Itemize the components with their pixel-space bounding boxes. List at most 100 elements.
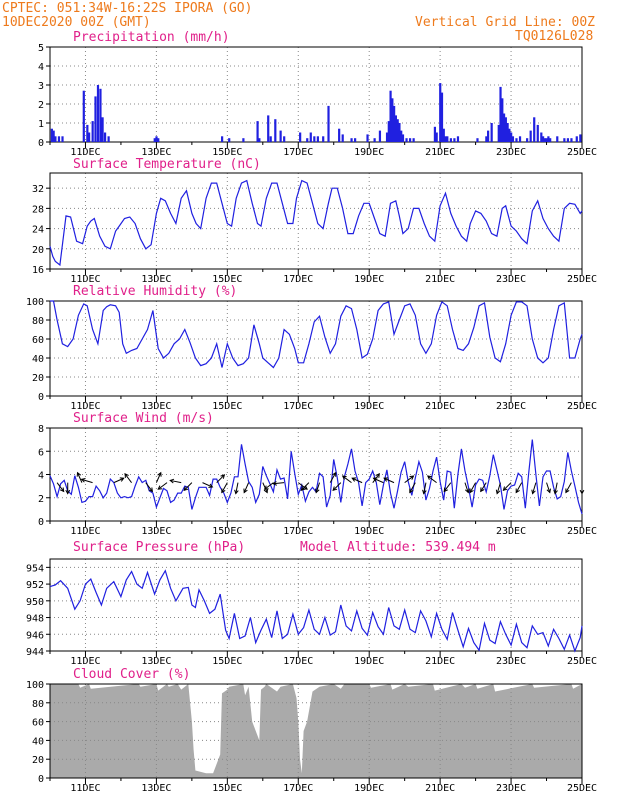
- precip-title: Precipitation (mm/h): [73, 30, 230, 45]
- cloud-xtick-label: 13DEC: [141, 783, 171, 794]
- pres-xtick-label: 11DEC: [70, 656, 100, 667]
- precip-bar: [579, 134, 582, 142]
- wind-arrow-shaft: [273, 482, 285, 485]
- wind-arrow-shaft: [56, 482, 65, 492]
- precip-bar: [82, 90, 85, 142]
- wind-arrow: [565, 482, 572, 494]
- rh-ytick-label: 100: [26, 297, 44, 308]
- precip-bar: [86, 124, 89, 142]
- precip-bar: [267, 115, 270, 142]
- precip-bar: [506, 123, 509, 142]
- wind-arrow-shaft: [496, 482, 501, 494]
- wind-arrow-shaft: [235, 482, 239, 494]
- wind-arrow-head: [341, 475, 347, 480]
- wind-xtick-label: 21DEC: [425, 526, 455, 537]
- wind-ytick-label: 4: [38, 471, 44, 482]
- precip-bar: [501, 98, 504, 142]
- precip-bar: [96, 85, 100, 142]
- temp-frame: [49, 172, 583, 270]
- precip-bar: [107, 136, 110, 142]
- precip-bar: [91, 121, 94, 142]
- precip-bar: [485, 136, 488, 142]
- precip-panel: [46, 46, 583, 148]
- wind-arrow-head: [495, 489, 501, 495]
- temp-ytick-label: 16: [32, 265, 44, 276]
- temp-xtick-label: 11DEC: [70, 274, 100, 285]
- wind-arrow-head: [315, 488, 320, 494]
- wind-arrow: [426, 475, 437, 484]
- precip-bar: [274, 119, 277, 142]
- wind-arrow-shaft: [81, 478, 93, 484]
- cloud-ytick-label: 100: [26, 680, 44, 691]
- cloud-cover-area: [50, 684, 582, 778]
- precip-bar: [283, 136, 286, 142]
- precip-bar: [94, 96, 97, 142]
- wind-arrow-shaft: [332, 482, 342, 491]
- precip-bar: [405, 138, 408, 142]
- precip-bar: [408, 138, 412, 142]
- wind-arrow-head: [546, 488, 551, 494]
- temp-xtick-label: 23DEC: [496, 274, 526, 285]
- precip-bar: [394, 115, 397, 142]
- rh-xtick-label: 11DEC: [70, 401, 100, 412]
- precip-bar: [476, 138, 479, 142]
- rh-frame: [49, 300, 583, 397]
- wind-arrow: [480, 482, 487, 493]
- precip-bar: [103, 132, 107, 142]
- cloud-ytick-label: 80: [32, 699, 44, 710]
- wind-arrow-shaft: [315, 482, 321, 493]
- precip-bar: [515, 138, 518, 142]
- precip-bar: [322, 136, 325, 142]
- wind-arrow-shaft: [554, 482, 558, 494]
- precip-ytick-label: 1: [38, 119, 44, 130]
- precip-bar: [449, 138, 452, 142]
- precip-bar: [549, 138, 552, 142]
- precip-bar: [88, 132, 91, 142]
- wind-arrow: [272, 481, 285, 486]
- precip-bar: [442, 128, 445, 142]
- precip-bar: [412, 138, 415, 142]
- wind-arrow: [332, 482, 342, 492]
- temp-xtick-label: 13DEC: [141, 274, 171, 285]
- wind-arrow-shaft: [409, 482, 416, 493]
- precip-bar: [401, 134, 405, 142]
- precip-bar: [228, 138, 231, 142]
- precip-bar: [338, 128, 341, 142]
- wind-arrow: [515, 482, 523, 494]
- precip-bar: [545, 138, 548, 142]
- wind-arrow-head: [553, 489, 558, 495]
- wind-arrow: [422, 482, 427, 495]
- rh-xtick-label: 23DEC: [496, 401, 526, 412]
- wind-arrow: [351, 477, 363, 484]
- wind-arrow: [341, 475, 352, 484]
- wind-xtick-label: 13DEC: [141, 526, 171, 537]
- pres-panel: [46, 558, 583, 657]
- wind-arrow-shaft: [464, 482, 469, 493]
- pres-ytick-label: 950: [26, 597, 44, 608]
- cloud-xtick-label: 11DEC: [70, 783, 100, 794]
- precip-bar: [529, 130, 532, 142]
- wind-arrow: [169, 478, 182, 484]
- precip-ytick-label: 2: [38, 100, 44, 111]
- precip-bar: [389, 90, 392, 142]
- rh-xtick-label: 17DEC: [283, 401, 313, 412]
- wind-arrow-head: [332, 486, 338, 492]
- precip-bar: [444, 136, 447, 142]
- precip-xtick-label: 19DEC: [354, 147, 384, 158]
- precip-bar: [499, 86, 502, 142]
- precip-bar: [398, 123, 401, 142]
- precip-bar: [504, 117, 507, 142]
- rh-xtick-label: 25DEC: [567, 401, 597, 412]
- cloud-ytick-label: 40: [32, 736, 44, 747]
- wind-arrow-head: [351, 477, 357, 482]
- wind-arrow: [155, 471, 162, 483]
- precip-bar: [316, 136, 319, 142]
- precip-bar: [439, 83, 442, 142]
- wind-arrow: [502, 482, 512, 492]
- temp-xtick-label: 21DEC: [425, 274, 455, 285]
- wind-arrow-shaft: [565, 482, 572, 493]
- precip-bar: [556, 136, 559, 142]
- cloud-xtick-label: 17DEC: [283, 783, 313, 794]
- wind-arrow: [234, 482, 239, 495]
